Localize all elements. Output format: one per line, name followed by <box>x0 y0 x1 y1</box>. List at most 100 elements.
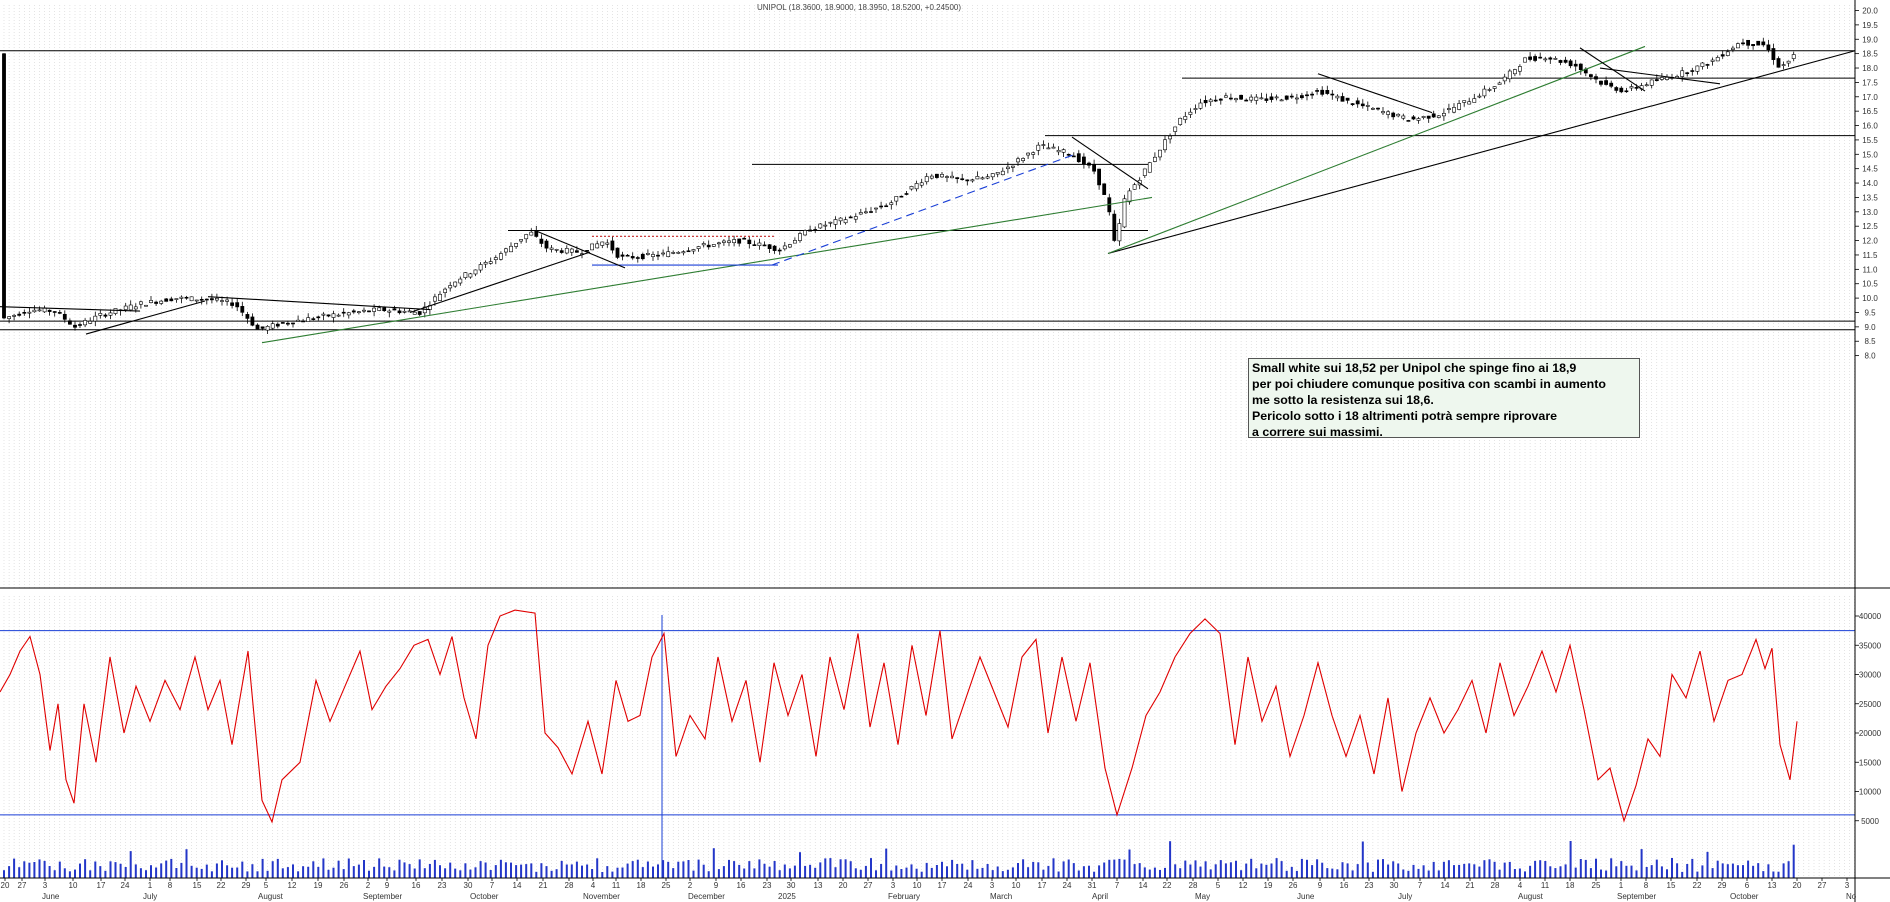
candle-body <box>1766 44 1771 51</box>
day-label: 5 <box>1216 881 1221 890</box>
day-label: 19 <box>1264 881 1273 890</box>
volume-bar <box>1174 864 1177 878</box>
volume-bar <box>910 864 913 878</box>
candle-body <box>1061 149 1066 153</box>
candle-body <box>326 314 331 317</box>
volume-bar <box>388 867 391 878</box>
volume-bar <box>1027 867 1030 878</box>
volume-bar <box>1260 863 1263 878</box>
day-label: 22 <box>217 881 226 890</box>
candle-body <box>1411 116 1416 120</box>
volume-bar <box>1508 861 1511 878</box>
volume-bar <box>494 865 497 878</box>
candle-body <box>199 299 204 301</box>
volume-bar <box>266 870 269 878</box>
volume-bar <box>246 871 249 878</box>
volume-bar <box>799 852 801 878</box>
volume-bar <box>859 869 862 878</box>
candle-body <box>762 244 767 247</box>
candle-body <box>1786 60 1791 64</box>
volume-bar <box>342 869 345 878</box>
volume-bar <box>1011 867 1014 878</box>
candle-body <box>88 320 93 324</box>
candle-body <box>397 310 402 314</box>
volume-bar <box>849 861 852 878</box>
candle-body <box>498 253 503 260</box>
candle-body <box>1112 213 1117 241</box>
candle-body <box>1660 77 1664 80</box>
volume-bar <box>1463 863 1466 878</box>
volume-bar <box>1762 871 1765 878</box>
volume-bar <box>540 863 543 878</box>
candle-body <box>12 315 17 317</box>
candle-body <box>970 179 975 182</box>
volume-bar <box>89 870 92 878</box>
volume-bar <box>190 865 193 878</box>
candle-body <box>1122 198 1127 228</box>
volume-bar <box>292 864 294 878</box>
day-label: 27 <box>864 881 873 890</box>
analysis-line: per poi chiudere comunque positiva con s… <box>1252 377 1606 391</box>
volume-bar <box>145 870 147 878</box>
candle-body <box>1442 113 1446 117</box>
day-label: 7 <box>1418 881 1423 890</box>
candle-body <box>1213 99 1218 102</box>
candle-body <box>1538 56 1543 59</box>
volume-bar <box>834 867 837 878</box>
candle-body <box>1736 43 1740 49</box>
candle-body <box>78 324 82 326</box>
candle-body <box>1310 93 1315 96</box>
candle-body <box>1041 144 1046 146</box>
day-label: 17 <box>97 881 106 890</box>
volume-bar <box>378 858 381 878</box>
trend-lines <box>0 45 1856 344</box>
month-label: May <box>1195 892 1210 901</box>
volume-bar <box>129 851 132 878</box>
day-label: 29 <box>242 881 251 890</box>
candle-body <box>285 322 290 325</box>
volume-bar <box>327 869 330 878</box>
volume-bar <box>991 870 994 878</box>
volume-bar <box>1351 870 1354 878</box>
candle-body <box>747 239 752 245</box>
candle-body <box>174 298 179 300</box>
volume-bar <box>423 868 426 878</box>
volume-bar <box>1229 862 1232 878</box>
day-label: 14 <box>513 881 522 890</box>
candle-body <box>1016 158 1020 163</box>
candle-body <box>478 264 483 271</box>
candle-body <box>1087 162 1091 166</box>
volume-bar <box>1189 864 1192 878</box>
month-label: 2025 <box>778 892 796 901</box>
price-tick-label: 19.0 <box>1862 35 1878 44</box>
candle-body <box>488 261 493 264</box>
candle-body <box>1578 63 1583 71</box>
volume-bar <box>525 864 528 878</box>
volume-bar <box>652 866 654 878</box>
volume-bar <box>657 864 659 878</box>
volume-bar <box>1782 863 1785 878</box>
candle-body <box>889 202 894 205</box>
volume-bar <box>809 864 812 878</box>
volume-bar <box>1088 865 1090 878</box>
candle-body <box>721 240 726 243</box>
candle-body <box>164 298 169 302</box>
month-label: No <box>1846 892 1857 901</box>
month-label: September <box>1617 892 1656 901</box>
volume-bar <box>1635 870 1638 878</box>
price-tick-label: 14.5 <box>1862 165 1878 174</box>
candle-body <box>1173 126 1178 132</box>
volume-bar <box>920 871 923 878</box>
volume-bar <box>1113 859 1116 878</box>
volume-bar <box>1265 864 1268 878</box>
day-label: 16 <box>737 881 746 890</box>
volume-bar <box>1017 863 1019 878</box>
candle-body <box>250 316 255 326</box>
candle-body <box>656 254 660 257</box>
price-tick-label: 20.0 <box>1862 7 1878 16</box>
candle-body <box>1335 95 1340 99</box>
candle-body <box>1244 99 1249 102</box>
day-label: 27 <box>1818 881 1827 890</box>
candle-body <box>1513 69 1517 75</box>
candle-body <box>417 311 422 315</box>
